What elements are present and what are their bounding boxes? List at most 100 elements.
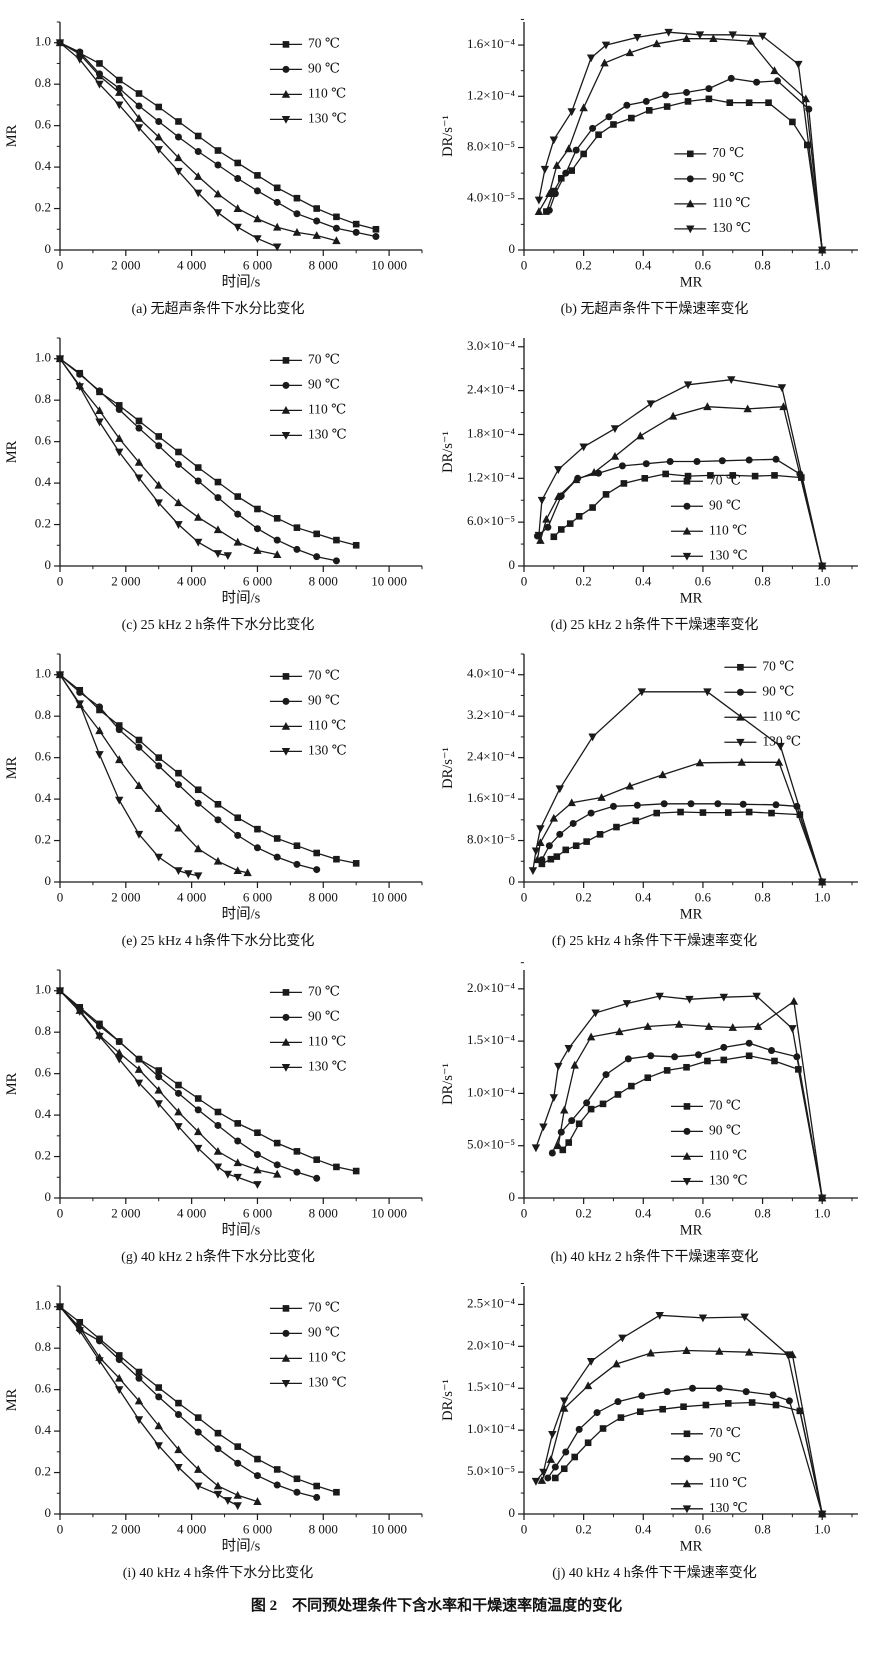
subplot-c: 0 2 000 4 000 6 000 8 000 10 000 0 0.2 0.4 0.6 0.8… (0, 324, 436, 634)
svg-text:70 ℃: 70 ℃ (308, 983, 340, 998)
svg-text:4 000: 4 000 (177, 1522, 206, 1537)
svg-text:4 000: 4 000 (177, 258, 206, 273)
svg-text:0: 0 (45, 1189, 52, 1204)
svg-text:130 ℃: 130 ℃ (712, 220, 751, 235)
svg-text:0: 0 (45, 873, 52, 888)
svg-text:0.2: 0.2 (576, 890, 592, 905)
svg-text:110 ℃: 110 ℃ (762, 708, 800, 723)
svg-text:MR: MR (680, 1539, 703, 1555)
chart-canvas-a: 0 2 000 4 000 6 000 8 000 10 000 0 0.2 0.4 0.6 0.8… (4, 21, 423, 291)
svg-text:0.2: 0.2 (35, 1148, 51, 1163)
chart-canvas-g: 0 2 000 4 000 6 000 8 000 10 000 0 0.2 0.4 0.6 0.8… (4, 969, 423, 1239)
svg-text:MR: MR (4, 1388, 20, 1411)
svg-text:0: 0 (509, 241, 516, 256)
svg-text:10 000: 10 000 (371, 1522, 407, 1537)
subplot-b: 0 0.2 0.4 0.6 0.8 1.0 0 4.0×10⁻⁵ 8.0×10⁻⁵ 1.2×10⁻… (436, 8, 873, 318)
svg-text:0.6: 0.6 (35, 1065, 52, 1080)
svg-text:1.0: 1.0 (814, 890, 830, 905)
svg-text:0.8: 0.8 (754, 1522, 770, 1537)
svg-text:DR/s⁻¹: DR/s⁻¹ (440, 1063, 456, 1105)
svg-text:0.4: 0.4 (635, 1522, 652, 1537)
svg-text:2 000: 2 000 (111, 1522, 140, 1537)
chart-canvas-b: 0 0.2 0.4 0.6 0.8 1.0 0 4.0×10⁻⁵ 8.0×10⁻⁵ 1.2×10⁻… (440, 18, 858, 291)
svg-text:0: 0 (57, 1522, 64, 1537)
svg-text:0: 0 (509, 1505, 516, 1520)
svg-text:0.2: 0.2 (35, 1464, 51, 1479)
svg-text:6 000: 6 000 (243, 1206, 272, 1221)
svg-text:1.0: 1.0 (35, 350, 51, 365)
svg-text:0: 0 (521, 574, 528, 589)
svg-text:5.0×10⁻⁵: 5.0×10⁻⁵ (467, 1137, 515, 1152)
panel-caption-h: (h) 40 kHz 2 h条件下干燥速率变化 (550, 1250, 759, 1265)
svg-text:110 ℃: 110 ℃ (308, 401, 346, 416)
svg-text:0.2: 0.2 (576, 258, 592, 273)
svg-text:MR: MR (4, 1072, 20, 1095)
svg-text:8 000: 8 000 (309, 258, 338, 273)
svg-text:0.6: 0.6 (695, 258, 712, 273)
svg-text:110 ℃: 110 ℃ (709, 1475, 747, 1490)
svg-text:70 ℃: 70 ℃ (308, 1299, 340, 1314)
svg-text:0: 0 (509, 1189, 516, 1204)
svg-text:DR/s⁻¹: DR/s⁻¹ (440, 115, 456, 157)
svg-text:0.8: 0.8 (35, 391, 51, 406)
svg-text:130 ℃: 130 ℃ (308, 1374, 347, 1389)
svg-text:110 ℃: 110 ℃ (712, 195, 750, 210)
svg-text:1.2×10⁻⁴: 1.2×10⁻⁴ (467, 87, 515, 102)
svg-text:0: 0 (509, 873, 516, 888)
svg-text:130 ℃: 130 ℃ (709, 1172, 748, 1187)
svg-text:1.8×10⁻⁴: 1.8×10⁻⁴ (467, 425, 515, 440)
svg-text:110 ℃: 110 ℃ (709, 522, 747, 537)
svg-text:0: 0 (521, 1522, 528, 1537)
svg-text:90 ℃: 90 ℃ (308, 1324, 340, 1339)
svg-text:时间/s: 时间/s (222, 1538, 261, 1555)
subplot-i: 0 2 000 4 000 6 000 8 000 10 000 0 0.2 0.4 0.6 0.8… (0, 1272, 436, 1582)
svg-text:MR: MR (680, 1223, 703, 1239)
svg-text:2.0×10⁻⁴: 2.0×10⁻⁴ (467, 1337, 515, 1352)
svg-text:2 000: 2 000 (111, 890, 140, 905)
svg-text:1.6×10⁻⁴: 1.6×10⁻⁴ (467, 36, 515, 51)
svg-text:70 ℃: 70 ℃ (308, 667, 340, 682)
panel-caption-g: (g) 40 kHz 2 h条件下水分比变化 (121, 1250, 315, 1265)
panel-caption-e: (e) 25 kHz 4 h条件下水分比变化 (121, 934, 315, 949)
svg-text:10 000: 10 000 (371, 258, 407, 273)
svg-text:0.6: 0.6 (695, 1206, 712, 1221)
svg-text:0.8: 0.8 (754, 258, 770, 273)
chart-canvas-c: 0 2 000 4 000 6 000 8 000 10 000 0 0.2 0.4 0.6 0.8… (4, 337, 423, 607)
svg-text:110 ℃: 110 ℃ (709, 1147, 747, 1162)
svg-text:1.0×10⁻⁴: 1.0×10⁻⁴ (467, 1084, 515, 1099)
svg-text:1.5×10⁻⁴: 1.5×10⁻⁴ (467, 1032, 515, 1047)
svg-text:70 ℃: 70 ℃ (709, 472, 741, 487)
svg-text:1.0: 1.0 (35, 34, 51, 49)
svg-text:90 ℃: 90 ℃ (709, 1450, 741, 1465)
svg-text:110 ℃: 110 ℃ (308, 717, 346, 732)
svg-text:0.4: 0.4 (35, 474, 52, 489)
svg-text:90 ℃: 90 ℃ (308, 376, 340, 391)
figure-panel-grid: 0 2 000 4 000 6 000 8 000 10 000 0 0.2 0.4 0.6 0.8… (0, 8, 873, 1582)
svg-text:1.0: 1.0 (35, 982, 51, 997)
svg-text:130 ℃: 130 ℃ (709, 547, 748, 562)
subplot-f: 0 0.2 0.4 0.6 0.8 1.0 0 8.0×10⁻⁵ 1.6×10⁻⁴ 2.4×10⁻… (436, 640, 873, 950)
svg-text:0.4: 0.4 (35, 1106, 52, 1121)
svg-text:1.2×10⁻⁴: 1.2×10⁻⁴ (467, 469, 515, 484)
svg-text:1.0: 1.0 (814, 574, 830, 589)
svg-text:0.8: 0.8 (35, 1023, 51, 1038)
svg-text:DR/s⁻¹: DR/s⁻¹ (440, 1379, 456, 1421)
svg-text:10 000: 10 000 (371, 1206, 407, 1221)
subplot-j: 0 0.2 0.4 0.6 0.8 1.0 0 5.0×10⁻⁵ 1.0×10⁻⁴ 1.5×10⁻… (436, 1272, 873, 1582)
svg-text:0.4: 0.4 (635, 1206, 652, 1221)
panel-caption-c: (c) 25 kHz 2 h条件下水分比变化 (121, 618, 315, 633)
panel-caption-f: (f) 25 kHz 4 h条件下干燥速率变化 (551, 934, 758, 949)
svg-text:110 ℃: 110 ℃ (308, 85, 346, 100)
svg-text:6 000: 6 000 (243, 1522, 272, 1537)
panel-caption-i: (i) 40 kHz 4 h条件下水分比变化 (122, 1566, 314, 1581)
svg-text:0.6: 0.6 (695, 574, 712, 589)
panel-caption-a: (a) 无超声条件下水分比变化 (131, 302, 305, 317)
figure-caption: 图 2 不同预处理条件下含水率和干燥速率随温度的变化 (250, 1598, 623, 1614)
svg-text:6 000: 6 000 (243, 258, 272, 273)
svg-text:0.6: 0.6 (35, 433, 52, 448)
svg-text:130 ℃: 130 ℃ (308, 110, 347, 125)
svg-text:1.0: 1.0 (814, 1206, 830, 1221)
subplot-h: 0 0.2 0.4 0.6 0.8 1.0 0 5.0×10⁻⁵ 1.0×10⁻⁴ 1.5×10⁻… (436, 956, 873, 1266)
svg-text:0.6: 0.6 (35, 117, 52, 132)
svg-text:0: 0 (45, 241, 52, 256)
